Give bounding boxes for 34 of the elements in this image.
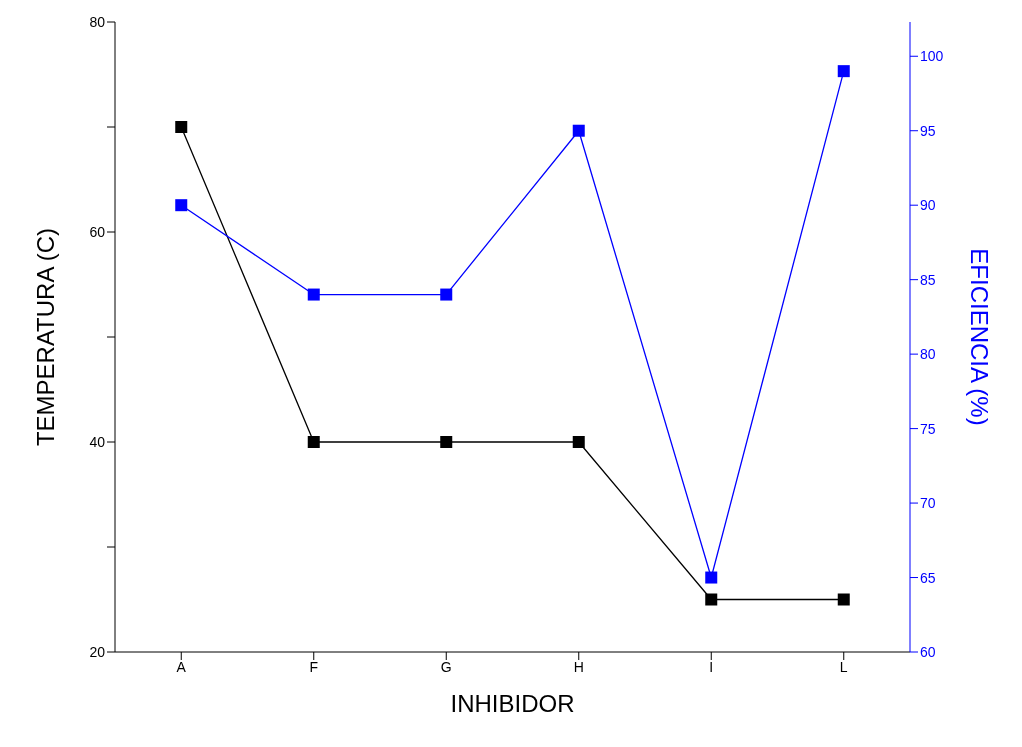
y2-tick-label: 80 (920, 346, 936, 363)
x-tick-label: A (176, 658, 187, 675)
y-tick-label: 20 (89, 643, 106, 660)
point (572, 436, 585, 448)
point (175, 199, 188, 212)
point (705, 593, 718, 606)
point (837, 65, 850, 78)
y2-tick-label: 95 (920, 122, 936, 139)
y2-tick-label: 100 (920, 48, 944, 65)
y2-tick-label: 65 (920, 569, 936, 586)
point (307, 436, 320, 448)
x-tick-label: G (440, 658, 452, 675)
y-axis-title: TEMPERATURA (C) (31, 227, 59, 447)
y2-tick-label: 60 (920, 643, 936, 660)
y-tick-label: 80 (89, 13, 106, 30)
y2-tick-label: 75 (920, 420, 936, 437)
point (440, 288, 453, 301)
y-tick-label: 60 (89, 223, 106, 240)
point (440, 436, 453, 448)
point (307, 288, 320, 301)
point (175, 121, 188, 133)
y2-tick-label: 70 (920, 495, 936, 512)
x-tick-label: F (309, 658, 319, 675)
y-tick-label: 40 (89, 433, 106, 450)
x-axis-title: INHIBIDOR (450, 690, 575, 717)
x-tick-label: L (839, 658, 848, 675)
point (837, 593, 850, 606)
y2-axis-title: EFICIENCIA (%) (966, 248, 994, 426)
point (572, 124, 585, 137)
x-tick-label: H (573, 658, 584, 675)
point (705, 571, 718, 584)
y2-tick-label: 90 (920, 197, 936, 214)
y2-tick-label: 85 (920, 271, 936, 288)
x-tick-label: I (709, 658, 714, 675)
